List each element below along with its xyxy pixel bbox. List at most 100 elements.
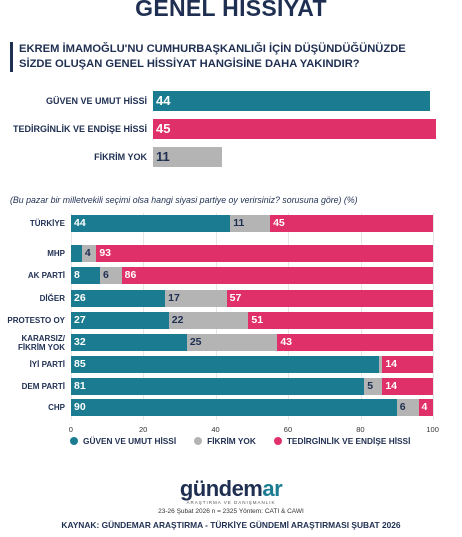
top-row-label: FİKRİM YOK: [94, 152, 147, 162]
bar-segment: [418, 399, 433, 416]
row-label-line: DİĞER: [39, 294, 65, 303]
bar-value-label: 44: [74, 217, 86, 229]
question-block: EKREM İMAMOĞLU'NU CUMHURBAŞKANLIĞI İÇİN …: [10, 42, 455, 72]
bar-value-label: 93: [99, 247, 112, 259]
x-tick-label: 100: [426, 425, 439, 434]
bar-value-label: 14: [385, 380, 397, 392]
logo-subtext: ARAŞTIRMA VE DANIŞMANLIK: [186, 500, 276, 505]
legend-label-anxiety: TEDİRGİNLİK VE ENDİŞE HİSSİ: [286, 436, 411, 446]
bar-value-label: 8: [74, 269, 80, 281]
bar-segment: [71, 399, 397, 416]
x-tick-label: 20: [139, 425, 148, 434]
legend-item-anxiety: TEDİRGİNLİK VE ENDİŞE HİSSİ: [273, 436, 411, 446]
row-label: MHP: [0, 249, 65, 258]
row-label: KARARSIZ/FİKRİM YOK: [0, 334, 65, 352]
bar-segment: [364, 378, 383, 395]
row-label: PROTESTO OY: [0, 316, 65, 325]
x-tick-label: 80: [356, 425, 365, 434]
top-row-label: GÜVEN VE UMUT HİSSİ: [45, 96, 147, 106]
legend-dot-none: [194, 437, 203, 445]
bar-segment: [277, 334, 433, 351]
bar-segment: [71, 267, 100, 284]
bar-value-label: 4: [421, 401, 428, 413]
bar-value-label: 90: [74, 401, 86, 413]
row-label: DİĞER: [0, 294, 65, 303]
row-label-line: DEM PARTİ: [21, 382, 65, 391]
chart-legend: GÜVEN VE UMUT HİSSİ FİKRİM YOK TEDİRGİNL…: [70, 436, 428, 446]
row-label-line: MHP: [47, 249, 65, 258]
bar-segment: [270, 215, 433, 232]
row-label-line: AK PARTİ: [27, 271, 65, 280]
top-row-label: TEDİRGİNLİK VE ENDİŞE HİSSİ: [12, 124, 147, 134]
source-note: KAYNAK: GÜNDEMAR ARAŞTIRMA - TÜRKİYE GÜN…: [61, 520, 401, 530]
bar-segment: [248, 312, 433, 329]
row-label-line: CHP: [48, 403, 65, 412]
bar-segment: [226, 290, 433, 307]
bar-segment: [121, 267, 433, 284]
bar-segment: [230, 215, 271, 232]
top-bar-value: 44: [156, 93, 171, 108]
bar-value-label: 25: [189, 336, 202, 348]
bar-segment: [396, 399, 419, 416]
chart-subtitle: (Bu pazar bir milletvekili seçimi olsa h…: [10, 195, 358, 205]
bar-segment: [71, 215, 231, 232]
x-gridline: [433, 213, 434, 420]
bar-value-label: 6: [102, 269, 109, 281]
legend-label-trust: GÜVEN VE UMUT HİSSİ: [83, 436, 177, 446]
row-label: AK PARTİ: [0, 271, 65, 280]
bar-segment: [71, 356, 379, 373]
bar-segment: [81, 245, 97, 262]
bar-value-label: 14: [385, 358, 397, 370]
bar-segment: [71, 290, 166, 307]
legend-dot-trust: [70, 437, 78, 445]
x-tick-label: 40: [211, 425, 220, 434]
bar-value-label: 27: [74, 314, 86, 326]
row-label: İYİ PARTİ: [0, 360, 65, 369]
top-bar: 45: [153, 119, 436, 139]
bar-value-label: 43: [280, 336, 293, 348]
row-label-line: FİKRİM YOK: [18, 343, 65, 352]
bar-value-label: 81: [74, 380, 86, 392]
logo-main-text: gündem: [179, 476, 263, 501]
top-bar: 11: [153, 147, 223, 167]
bar-segment: [186, 334, 278, 351]
top-bar-value: 11: [156, 149, 170, 164]
question-line-2: SİZDE OLUŞAN GENEL HİSSİYAT HANGİSİNE DA…: [19, 58, 360, 70]
bar-value-label: 5: [367, 380, 374, 392]
row-label: TÜRKİYE: [0, 219, 65, 228]
legend-dot-anxiety: [273, 437, 282, 445]
bar-value-label: 4: [84, 247, 91, 259]
row-label-line: İYİ PARTİ: [29, 360, 65, 369]
bar-segment: [71, 312, 169, 329]
page-title: GENEL HİSSİYAT: [135, 0, 327, 21]
x-tick-label: 60: [283, 425, 293, 434]
bar-value-label: 22: [171, 314, 184, 326]
bar-value-label: 11: [233, 217, 245, 229]
top-bar: 44: [153, 91, 430, 111]
bar-value-label: 51: [251, 314, 264, 326]
bar-value-label: 6: [399, 401, 406, 413]
question-accent-bar: [10, 42, 13, 72]
methodology-note: 23-26 Şubat 2026 n = 2325 Yöntem: CATI &…: [158, 508, 304, 515]
bar-segment: [71, 378, 365, 395]
bar-segment: [96, 245, 433, 262]
bar-segment: [382, 356, 433, 373]
bar-value-label: 17: [168, 292, 180, 304]
top-bar-value: 45: [156, 121, 171, 136]
bar-value-label: 26: [74, 292, 86, 304]
bar-segment: [378, 356, 383, 373]
bar-value-label: 86: [124, 269, 137, 281]
bar-segment: [165, 290, 227, 307]
bar-value-label: 85: [74, 358, 86, 370]
bar-value-label: 45: [273, 217, 285, 229]
legend-label-none: FİKRİM YOK: [207, 436, 256, 446]
logo-accent-text: ar: [262, 476, 283, 501]
question-line-1: EKREM İMAMOĞLU'NU CUMHURBAŞKANLIĞI İÇİN …: [19, 43, 406, 55]
legend-item-none: FİKRİM YOK: [194, 436, 256, 446]
bar-value-label: 32: [74, 336, 86, 348]
row-label-line: KARARSIZ/: [21, 334, 65, 343]
bar-segment: [99, 267, 122, 284]
bar-segment: [71, 334, 187, 351]
bar-segment: [168, 312, 249, 329]
legend-item-trust: GÜVEN VE UMUT HİSSİ: [70, 436, 176, 446]
